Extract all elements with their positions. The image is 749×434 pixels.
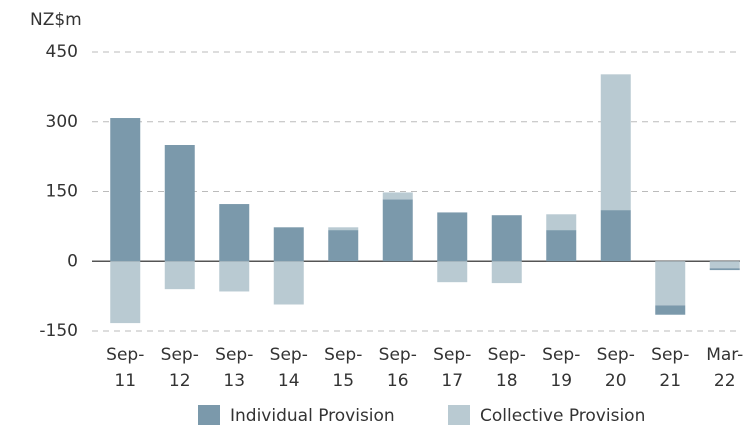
bar-segment — [491, 261, 522, 284]
x-tick-line: 20 — [605, 371, 627, 391]
bar-segment — [600, 210, 631, 262]
x-tick-label: Sep- 13 — [215, 345, 253, 391]
x-tick-label: Sep- 18 — [488, 345, 526, 391]
bar-segment — [546, 230, 577, 262]
bar-segment — [164, 261, 195, 290]
x-tick-line: Mar- — [706, 345, 743, 365]
x-tick-line: Sep- — [542, 345, 580, 365]
x-tick-label: Sep- 19 — [542, 345, 580, 391]
x-tick-label: Sep- 17 — [433, 345, 471, 391]
x-tick-line: 22 — [714, 371, 736, 391]
x-tick-line: 19 — [550, 371, 572, 391]
y-tick-label: 450 — [46, 42, 78, 62]
bar-segment — [273, 261, 304, 305]
x-tick-label: Sep- 14 — [270, 345, 308, 391]
x-tick-label: Sep- 11 — [106, 345, 144, 391]
x-tick-label: Sep- 20 — [597, 345, 635, 391]
bar-segment — [437, 212, 468, 262]
bar-segment — [273, 227, 304, 262]
x-tick-line: Sep- — [651, 345, 689, 365]
bar-segment — [437, 261, 468, 283]
x-tick-line: 21 — [659, 371, 681, 391]
x-tick-line: Sep- — [324, 345, 362, 365]
x-tick-label: Mar- 22 — [706, 345, 743, 391]
x-tick-line: 15 — [332, 371, 354, 391]
x-tick-line: 13 — [223, 371, 245, 391]
y-tick-label: 300 — [46, 112, 78, 132]
y-tick-label: -150 — [39, 321, 78, 341]
bar-segment — [110, 118, 141, 262]
x-tick-line: Sep- — [161, 345, 199, 365]
bar-segment — [709, 268, 740, 271]
legend-label: Individual Provision — [230, 406, 395, 426]
bar-segment — [382, 199, 413, 262]
x-tick-line: Sep- — [106, 345, 144, 365]
bar-segment — [600, 74, 631, 211]
y-axis-label: NZ$m — [30, 10, 82, 30]
bar-segment — [219, 261, 250, 292]
legend-swatch — [448, 405, 470, 425]
bar-segment — [382, 192, 413, 200]
x-tick-line: Sep- — [597, 345, 635, 365]
x-tick-line: Sep- — [270, 345, 308, 365]
x-tick-line: 18 — [496, 371, 518, 391]
x-tick-label: Sep- 21 — [651, 345, 689, 391]
x-tick-label: Sep- 16 — [379, 345, 417, 391]
y-tick-label: 150 — [46, 182, 78, 202]
x-tick-line: 16 — [387, 371, 409, 391]
legend-swatch — [198, 405, 220, 425]
x-tick-label: Sep- 15 — [324, 345, 362, 391]
x-tick-line: 17 — [441, 371, 463, 391]
bar-segment — [328, 227, 359, 231]
bar-segment — [328, 230, 359, 262]
y-tick-label: 0 — [67, 251, 78, 271]
bar-segment — [164, 145, 195, 262]
bar-segment — [110, 261, 141, 324]
x-tick-line: Sep- — [379, 345, 417, 365]
x-tick-label: Sep- 12 — [161, 345, 199, 391]
x-tick-line: 12 — [169, 371, 191, 391]
x-tick-line: Sep- — [488, 345, 526, 365]
bar-segment — [655, 261, 686, 306]
bar-segment — [219, 204, 250, 262]
x-tick-line: Sep- — [433, 345, 471, 365]
x-tick-line: Sep- — [215, 345, 253, 365]
x-tick-line: 14 — [278, 371, 300, 391]
bar-segment — [709, 261, 740, 269]
bar-segment — [491, 215, 522, 262]
x-tick-line: 11 — [114, 371, 136, 391]
legend-label: Collective Provision — [480, 406, 645, 426]
bar-segment — [546, 214, 577, 231]
bar-segment — [655, 305, 686, 315]
